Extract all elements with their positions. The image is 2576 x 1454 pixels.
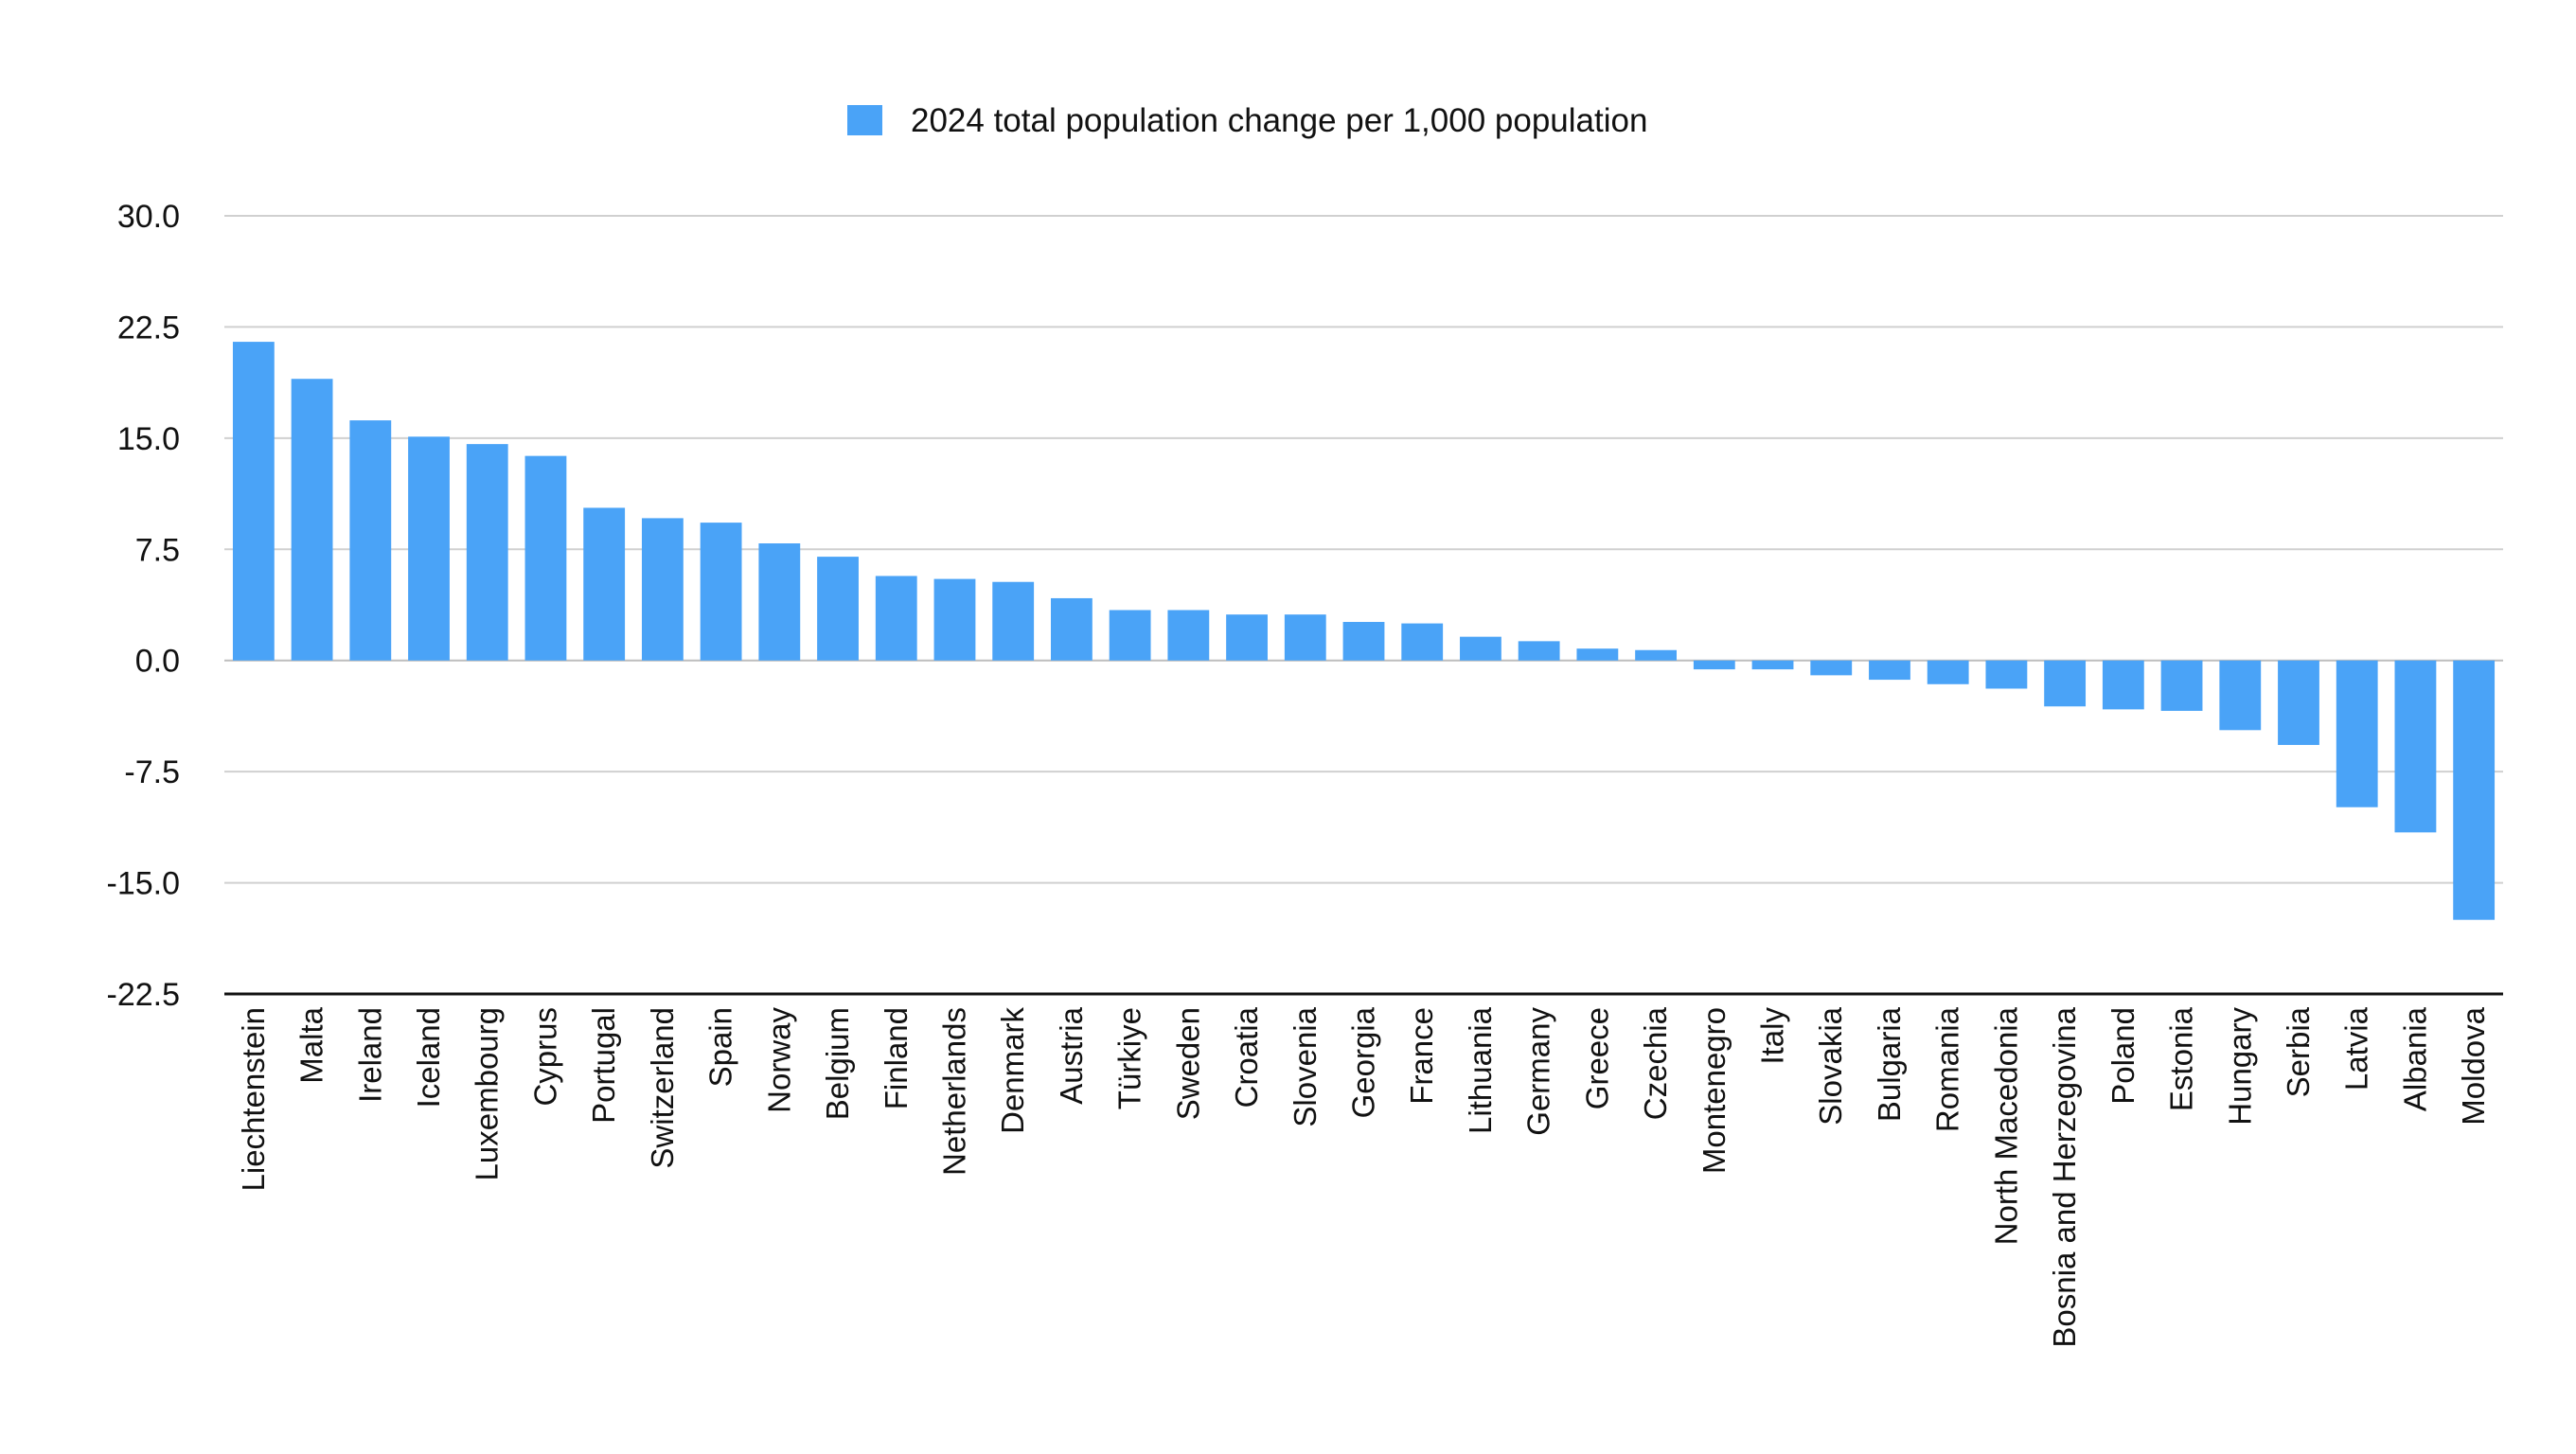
x-category-label: Lithuania xyxy=(1463,1006,1498,1134)
bar-liechtenstein xyxy=(232,342,275,661)
y-tick-label: 0.0 xyxy=(135,644,180,680)
x-category-label: Montenegro xyxy=(1697,1007,1732,1174)
x-category-label: Netherlands xyxy=(936,1007,971,1176)
x-category-label: Iceland xyxy=(411,1007,446,1108)
bar-norway xyxy=(758,543,801,661)
bars xyxy=(232,342,2496,920)
bar-czechia xyxy=(1635,649,1677,661)
y-tick-label: 30.0 xyxy=(117,199,180,235)
x-category-label: Slovakia xyxy=(1813,1006,1848,1125)
x-category-label: Liechtenstein xyxy=(236,1007,271,1191)
legend: 2024 total population change per 1,000 p… xyxy=(847,102,1647,139)
bar-denmark xyxy=(992,581,1035,661)
y-tick-label: 15.0 xyxy=(117,421,180,457)
x-category-label: Luxembourg xyxy=(470,1007,505,1180)
bar-italy xyxy=(1751,660,1794,670)
x-category-label: Georgia xyxy=(1346,1006,1381,1118)
x-category-label: Albania xyxy=(2397,1006,2432,1111)
x-category-label: North Macedonia xyxy=(1988,1006,2023,1245)
x-category-label: Latvia xyxy=(2339,1006,2374,1090)
x-category-label: Germany xyxy=(1521,1007,1556,1136)
bar-france xyxy=(1401,623,1444,661)
bar-finland xyxy=(875,576,917,661)
bar-hungary xyxy=(2219,660,2262,731)
y-tick-label: 22.5 xyxy=(117,310,180,346)
x-category-label: Serbia xyxy=(2281,1006,2316,1097)
bar-greece xyxy=(1576,648,1619,661)
x-category-label: Bosnia and Herzegovina xyxy=(2047,1006,2082,1347)
x-category-label: Cyprus xyxy=(527,1007,562,1107)
bar-romania xyxy=(1927,660,1969,684)
bar-bulgaria xyxy=(1869,660,1910,681)
x-category-label: Türkiye xyxy=(1112,1007,1147,1109)
legend-label: 2024 total population change per 1,000 p… xyxy=(911,102,1647,139)
bar-netherlands xyxy=(933,578,976,661)
y-axis-ticks: 30.0 22.5 15.0 7.5 0.0 -7.5 -15.0 -22.5 xyxy=(107,199,181,1013)
bar-malta xyxy=(291,379,333,661)
y-tick-label: -7.5 xyxy=(124,754,180,790)
y-tick-label: -22.5 xyxy=(107,977,181,1013)
x-category-label: Ireland xyxy=(352,1007,387,1103)
x-category-label: Italy xyxy=(1755,1007,1790,1065)
bar-slovakia xyxy=(1810,660,1853,676)
x-category-label: Denmark xyxy=(995,1007,1030,1134)
bar-germany xyxy=(1518,641,1560,661)
x-category-label: Slovenia xyxy=(1288,1006,1323,1126)
bar-bosnia-and-herzegovina xyxy=(2044,660,2087,707)
legend-swatch xyxy=(847,105,882,135)
bar-spain xyxy=(700,523,742,661)
x-category-label: Croatia xyxy=(1229,1006,1264,1108)
x-category-label: Poland xyxy=(2105,1007,2141,1105)
x-category-label: Greece xyxy=(1579,1007,1614,1109)
bar-lithuania xyxy=(1460,636,1501,661)
x-category-label: Estonia xyxy=(2164,1006,2199,1111)
x-category-label: France xyxy=(1404,1007,1439,1105)
bar-poland xyxy=(2102,660,2144,710)
bar-cyprus xyxy=(524,455,567,661)
bar-sweden xyxy=(1167,610,1210,661)
bar-estonia xyxy=(2160,660,2203,711)
bar-montenegro xyxy=(1693,660,1735,670)
x-category-label: Finland xyxy=(879,1007,914,1109)
x-category-label: Portugal xyxy=(586,1007,621,1124)
x-category-label: Switzerland xyxy=(645,1007,680,1169)
x-category-label: Sweden xyxy=(1170,1007,1205,1120)
bar-moldova xyxy=(2453,660,2496,920)
x-category-label: Austria xyxy=(1054,1006,1089,1104)
bar-slovenia xyxy=(1284,614,1326,661)
x-category-label: Hungary xyxy=(2222,1007,2257,1126)
bar-iceland xyxy=(408,436,450,661)
x-category-label: Moldova xyxy=(2456,1006,2491,1125)
bar-north-macedonia xyxy=(1985,660,2028,689)
bar-croatia xyxy=(1226,614,1268,661)
x-category-label: Romania xyxy=(1930,1006,1965,1132)
bar-albania xyxy=(2394,660,2437,833)
bar-latvia xyxy=(2336,660,2378,807)
x-axis-labels: Liechtenstein Malta Ireland Iceland Luxembou… xyxy=(236,1006,2491,1347)
bar-portugal xyxy=(583,507,626,661)
bar-t-rkiye xyxy=(1109,610,1151,661)
x-category-label: Belgium xyxy=(820,1007,855,1120)
bar-georgia xyxy=(1342,622,1385,661)
bar-belgium xyxy=(817,557,859,661)
x-category-label: Spain xyxy=(703,1007,738,1087)
x-category-label: Norway xyxy=(761,1007,796,1113)
x-category-label: Bulgaria xyxy=(1872,1006,1907,1122)
x-category-label: Malta xyxy=(294,1006,329,1083)
y-tick-label: 7.5 xyxy=(135,532,180,568)
bar-austria xyxy=(1051,597,1093,661)
bar-serbia xyxy=(2278,660,2319,745)
bar-ireland xyxy=(349,420,392,661)
bar-luxembourg xyxy=(466,444,508,661)
y-tick-label: -15.0 xyxy=(107,866,181,902)
bar-switzerland xyxy=(641,518,684,661)
x-category-label: Czechia xyxy=(1638,1006,1673,1120)
